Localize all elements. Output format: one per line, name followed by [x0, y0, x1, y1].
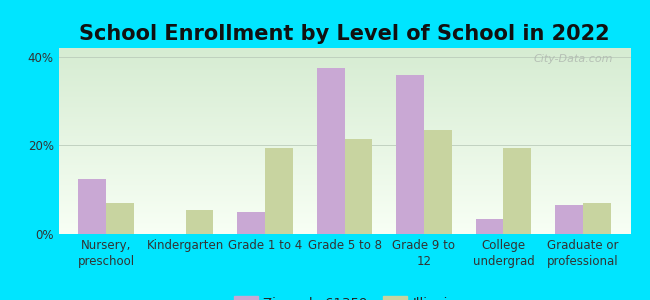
Bar — [555, 205, 583, 234]
Bar — [317, 68, 345, 234]
Text: City-Data.com: City-Data.com — [534, 54, 614, 64]
Legend: Zip code 61359, Illinois: Zip code 61359, Illinois — [234, 296, 455, 300]
Bar — [424, 130, 452, 234]
Bar — [583, 203, 610, 234]
Bar — [106, 203, 134, 234]
Bar — [503, 148, 531, 234]
Bar — [265, 148, 293, 234]
Bar — [476, 218, 503, 234]
Bar — [237, 212, 265, 234]
Title: School Enrollment by Level of School in 2022: School Enrollment by Level of School in … — [79, 24, 610, 44]
Bar — [344, 139, 372, 234]
Bar — [396, 75, 424, 234]
Bar — [79, 178, 106, 234]
Bar — [186, 210, 213, 234]
